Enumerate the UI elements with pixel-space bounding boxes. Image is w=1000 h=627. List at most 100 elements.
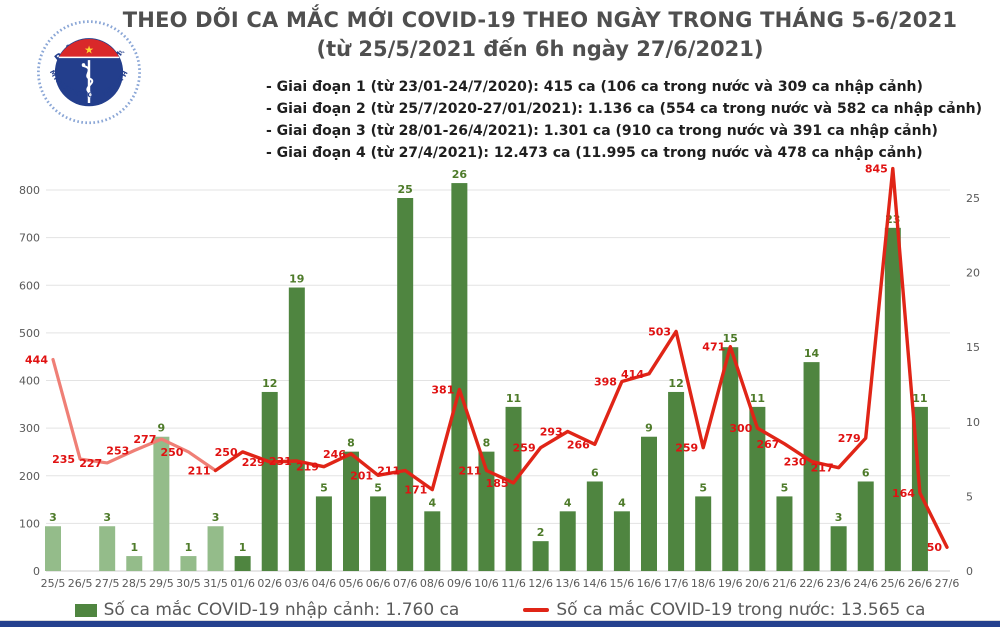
- bar: [505, 406, 522, 571]
- bar: [126, 556, 143, 571]
- svg-text:31/5: 31/5: [203, 577, 228, 590]
- legend-domestic-label: Số ca mắc COVID-19 trong nước: 13.565 ca: [556, 600, 926, 620]
- line-series-domestic: [51, 166, 949, 549]
- bar: [343, 451, 359, 571]
- svg-text:414: 414: [621, 368, 644, 381]
- bar: [207, 526, 224, 571]
- svg-text:24/6: 24/6: [853, 577, 878, 590]
- svg-text:3: 3: [103, 511, 111, 524]
- svg-text:11: 11: [750, 392, 765, 405]
- svg-text:04/6: 04/6: [312, 577, 337, 590]
- bar: [532, 541, 549, 571]
- bar: [478, 451, 495, 571]
- svg-text:18/6: 18/6: [691, 577, 716, 590]
- svg-text:8: 8: [483, 437, 491, 450]
- chart-legend: Số ca mắc COVID-19 nhập cảnh: 1.760 ca S…: [0, 598, 1000, 622]
- svg-text:4: 4: [618, 496, 626, 509]
- svg-text:25: 25: [398, 183, 413, 196]
- svg-text:9: 9: [645, 422, 653, 435]
- svg-text:5: 5: [781, 481, 789, 494]
- bar-series-imported: [45, 183, 928, 571]
- divider: [0, 620, 1000, 621]
- gridlines: [46, 189, 950, 572]
- bar: [451, 183, 468, 571]
- bar: [370, 496, 387, 571]
- svg-text:05/6: 05/6: [339, 577, 364, 590]
- svg-text:5: 5: [374, 481, 382, 494]
- svg-text:1: 1: [239, 541, 247, 554]
- ministry-of-health-logo-icon: BỘ Y TẾ ★ MINISTRY OF HEALTH: [37, 20, 141, 125]
- svg-text:230: 230: [784, 455, 807, 468]
- svg-text:201: 201: [350, 469, 373, 482]
- svg-text:29/5: 29/5: [149, 577, 174, 590]
- svg-text:211: 211: [377, 465, 400, 478]
- svg-text:14: 14: [804, 347, 820, 360]
- page-subtitle: (từ 25/5/2021 đến 6h ngày 27/6/2021): [316, 37, 764, 61]
- svg-text:12: 12: [668, 377, 683, 390]
- svg-text:17/6: 17/6: [664, 577, 689, 590]
- svg-text:700: 700: [19, 232, 40, 245]
- svg-text:10: 10: [966, 416, 980, 429]
- svg-text:250: 250: [160, 446, 183, 459]
- svg-text:444: 444: [25, 354, 48, 367]
- bar: [884, 227, 901, 571]
- svg-text:28/5: 28/5: [122, 577, 147, 590]
- svg-text:25/6: 25/6: [880, 577, 905, 590]
- svg-text:20/6: 20/6: [745, 577, 770, 590]
- svg-text:11: 11: [912, 392, 927, 405]
- svg-text:227: 227: [79, 457, 102, 470]
- svg-text:06/6: 06/6: [366, 577, 391, 590]
- svg-text:398: 398: [594, 375, 617, 388]
- bar: [722, 347, 739, 571]
- bar: [695, 496, 712, 571]
- svg-text:1: 1: [130, 541, 138, 554]
- left-axis-labels: 0 100 200 300 400 500 600 700 800: [19, 184, 40, 578]
- bar: [803, 362, 820, 571]
- svg-text:400: 400: [19, 375, 40, 388]
- svg-text:19/6: 19/6: [718, 577, 743, 590]
- logo-serpent-icon: [82, 64, 94, 98]
- phase-3-summary: - Giai đoạn 3 (từ 28/01-26/4/2021): 1.30…: [266, 123, 938, 139]
- bar: [830, 526, 847, 571]
- svg-text:471: 471: [702, 341, 725, 354]
- svg-text:09/6: 09/6: [447, 577, 472, 590]
- bar: [613, 511, 630, 571]
- svg-text:15: 15: [966, 341, 980, 354]
- svg-text:5: 5: [320, 481, 328, 494]
- bar: [234, 556, 251, 571]
- bar: [315, 496, 332, 571]
- svg-text:27/5: 27/5: [95, 577, 120, 590]
- bar: [45, 526, 61, 571]
- legend-imported-label: Số ca mắc COVID-19 nhập cảnh: 1.760 ca: [103, 600, 460, 620]
- svg-text:266: 266: [567, 438, 590, 451]
- bar: [99, 526, 116, 571]
- svg-text:26/5: 26/5: [68, 577, 93, 590]
- svg-text:231: 231: [269, 455, 292, 468]
- bar: [180, 556, 197, 571]
- svg-text:20: 20: [966, 267, 980, 280]
- bar: [261, 391, 278, 571]
- svg-text:01/6: 01/6: [230, 577, 255, 590]
- svg-text:16/6: 16/6: [637, 577, 662, 590]
- svg-text:300: 300: [729, 422, 752, 435]
- svg-text:259: 259: [675, 442, 698, 455]
- svg-text:211: 211: [458, 465, 481, 478]
- svg-text:25: 25: [966, 192, 980, 205]
- svg-text:13/6: 13/6: [555, 577, 580, 590]
- svg-text:279: 279: [838, 432, 861, 445]
- svg-text:6: 6: [591, 466, 599, 479]
- svg-text:250: 250: [215, 446, 238, 459]
- svg-text:235: 235: [52, 453, 75, 466]
- svg-text:4: 4: [428, 496, 436, 509]
- phase-2-summary: - Giai đoạn 2 (từ 25/7/2020-27/01/2021):…: [266, 101, 983, 117]
- svg-text:03/6: 03/6: [284, 577, 309, 590]
- svg-text:600: 600: [19, 279, 40, 292]
- svg-text:1: 1: [185, 541, 193, 554]
- svg-text:211: 211: [188, 465, 211, 478]
- svg-text:10/6: 10/6: [474, 577, 499, 590]
- svg-text:4: 4: [564, 496, 572, 509]
- bar: [776, 496, 793, 571]
